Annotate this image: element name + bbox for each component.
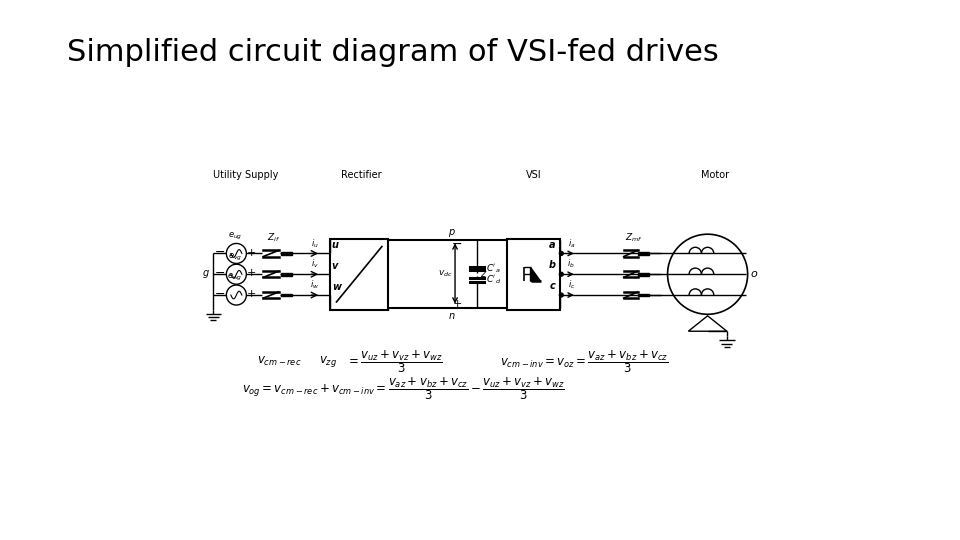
Bar [638, 273, 649, 275]
Bar [638, 252, 649, 255]
Text: −: − [214, 267, 225, 280]
Text: $i_v$: $i_v$ [311, 258, 319, 271]
Text: +: + [247, 248, 256, 258]
Text: g: g [203, 268, 208, 278]
Text: Utility Supply: Utility Supply [213, 170, 278, 180]
Text: $v_{cm-rec}$: $v_{cm-rec}$ [257, 355, 301, 368]
Text: $i_u$: $i_u$ [311, 237, 319, 249]
Text: $Z_{if}$: $Z_{if}$ [267, 232, 280, 244]
Text: $i_a$: $i_a$ [567, 237, 575, 249]
Text: $v_{cm-inv}=v_{oz}=\dfrac{v_{az}+v_{bz}+v_{cz}}{3}$: $v_{cm-inv}=v_{oz}=\dfrac{v_{az}+v_{bz}+… [500, 348, 668, 375]
Polygon shape [688, 316, 727, 331]
Bar [330, 239, 388, 309]
Text: $=\dfrac{v_{uz}+v_{vz}+v_{wz}}{3}$: $=\dfrac{v_{uz}+v_{vz}+v_{wz}}{3}$ [346, 348, 443, 375]
Polygon shape [531, 267, 540, 281]
Text: $e_{vg}$: $e_{vg}$ [228, 252, 242, 262]
Text: $C'_d$: $C'_d$ [486, 273, 501, 286]
Text: v: v [332, 261, 338, 271]
Text: Rectifier: Rectifier [341, 170, 381, 180]
Text: +: + [453, 299, 462, 309]
Text: b: b [548, 260, 556, 271]
Text: p: p [448, 227, 455, 237]
Bar [638, 294, 649, 296]
Text: $v_{dc}$: $v_{dc}$ [439, 269, 453, 280]
Text: c: c [549, 281, 555, 291]
Bar [281, 294, 292, 296]
Text: $e_{ug}$: $e_{ug}$ [228, 231, 242, 242]
Bar [281, 273, 292, 275]
Circle shape [560, 293, 564, 297]
Text: +: + [247, 268, 256, 279]
Text: $e_{wg}$: $e_{wg}$ [228, 272, 243, 284]
Text: Simplified circuit diagram of VSI-fed drives: Simplified circuit diagram of VSI-fed dr… [67, 38, 719, 67]
Text: u: u [332, 240, 339, 251]
Text: w: w [332, 282, 341, 292]
Text: Motor: Motor [701, 170, 730, 180]
Text: o: o [751, 269, 757, 279]
Text: z: z [480, 269, 485, 279]
Text: −: − [214, 246, 225, 259]
Text: VSI: VSI [526, 170, 541, 180]
Text: −: − [452, 238, 463, 251]
Text: $i_b$: $i_b$ [567, 258, 575, 271]
Text: +: + [247, 289, 256, 299]
Text: $v_{og}=v_{cm-rec}+v_{cm-inv}=\dfrac{v_{az}+v_{bz}+v_{cz}}{3}-\dfrac{v_{uz}+v_{v: $v_{og}=v_{cm-rec}+v_{cm-inv}=\dfrac{v_{… [242, 375, 564, 402]
Text: a: a [549, 240, 556, 249]
Text: $Z_{mf}$: $Z_{mf}$ [625, 232, 642, 244]
Circle shape [560, 272, 564, 276]
Text: $i_w$: $i_w$ [310, 279, 320, 291]
Text: $C'_a$: $C'_a$ [486, 262, 500, 275]
Text: $i_c$: $i_c$ [567, 279, 575, 291]
Bar [281, 252, 292, 255]
Bar [508, 239, 560, 309]
Text: −: − [214, 288, 225, 301]
Text: $v_{zg}$: $v_{zg}$ [319, 354, 337, 369]
Text: n: n [448, 311, 455, 321]
Circle shape [560, 252, 564, 255]
